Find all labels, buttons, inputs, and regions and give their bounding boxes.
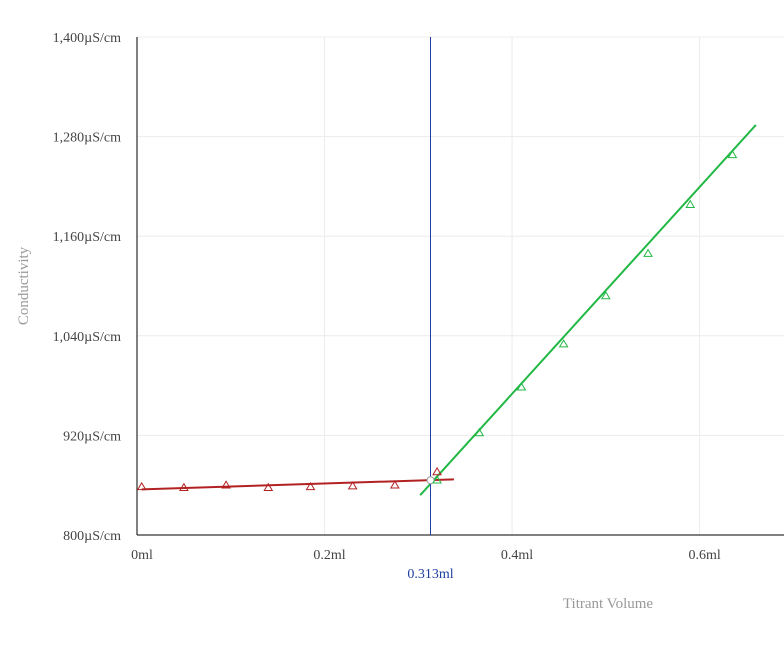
data-point-layer <box>136 149 738 491</box>
data-point-series-2 <box>516 382 527 391</box>
x-tick-label: 0.6ml <box>688 548 720 563</box>
x-tick-label: 0.4ml <box>501 548 533 563</box>
data-point-series-1 <box>347 481 358 490</box>
data-point-series-2 <box>474 427 485 437</box>
equivalence-point-marker <box>426 476 435 485</box>
data-point-series-2 <box>643 248 653 257</box>
x-tick-label: 0.2ml <box>313 548 345 563</box>
y-axis-title: Conductivity <box>16 246 32 325</box>
fit-line-layer <box>141 124 757 496</box>
data-point-series-2 <box>558 339 569 348</box>
grid-layer <box>137 36 784 535</box>
data-point-series-1 <box>432 466 442 476</box>
equivalence-layer <box>426 37 435 535</box>
data-point-series-2 <box>685 199 696 208</box>
fit-line-2 <box>419 124 757 496</box>
y-tick-label: 1,280µS/cm <box>53 131 121 146</box>
axis-layer <box>136 37 784 536</box>
y-tick-label: 1,400µS/cm <box>53 31 121 46</box>
equivalence-point-label: 0.313ml <box>407 567 453 582</box>
x-tick-label: 0ml <box>131 548 153 563</box>
data-point-series-1 <box>136 481 147 491</box>
y-tick-label: 800µS/cm <box>63 529 121 544</box>
x-axis-title: Titrant Volume <box>563 596 654 612</box>
data-point-series-2 <box>727 149 738 159</box>
fit-line-1 <box>141 478 454 491</box>
data-point-series-1 <box>179 482 189 491</box>
tick-label-layer: 800µS/cm 920µS/cm 1,040µS/cm 1,160µS/cm 1,28… <box>53 31 721 563</box>
data-point-series-1 <box>305 481 316 491</box>
y-tick-label: 1,160µS/cm <box>53 230 121 245</box>
y-tick-label: 920µS/cm <box>63 429 121 444</box>
data-point-series-1 <box>263 482 274 491</box>
data-point-series-1 <box>389 480 400 489</box>
data-point-series-1 <box>221 480 231 489</box>
data-point-series-2 <box>600 290 611 300</box>
y-tick-label: 1,040µS/cm <box>53 330 121 345</box>
data-point-series-2 <box>432 475 442 484</box>
